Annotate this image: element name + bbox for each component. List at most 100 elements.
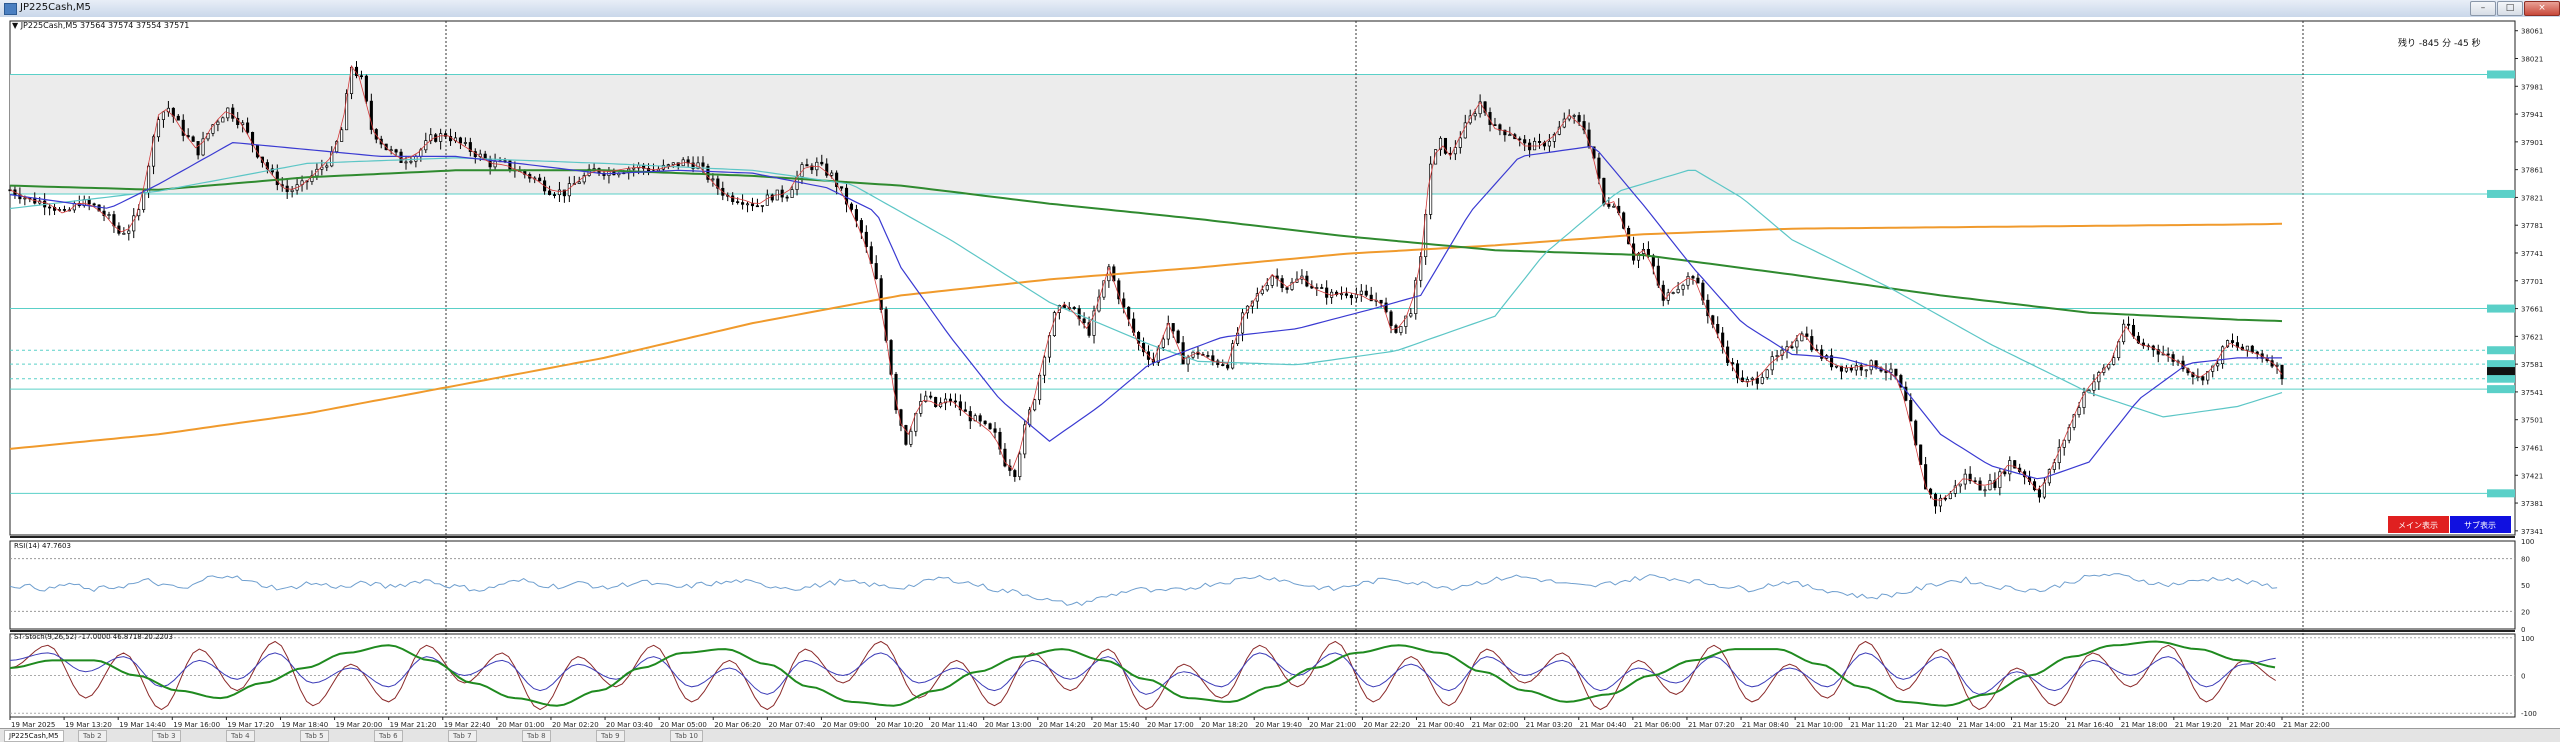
candle-body	[2013, 460, 2017, 469]
candle-body	[1072, 307, 1076, 309]
candle-body	[325, 165, 329, 168]
candle-body	[2127, 323, 2131, 326]
x-tick-label: 20 Mar 15:40	[1093, 721, 1140, 728]
candle-body	[1795, 340, 1799, 348]
candle-body	[2275, 364, 2279, 367]
candle-body	[1117, 280, 1121, 300]
candle-body	[290, 189, 294, 192]
sub-display-button-bg[interactable]	[2450, 516, 2511, 533]
candle-body	[211, 124, 215, 134]
maximize-button[interactable]: □	[2497, 1, 2523, 16]
level-tag	[2487, 360, 2515, 369]
candle-body	[701, 162, 705, 167]
candle-body	[2280, 364, 2284, 380]
chart-tab[interactable]: Tab 4	[226, 730, 255, 742]
candle-body	[1849, 367, 1853, 371]
y-tick-label: 37981	[2521, 83, 2543, 91]
main-display-button-label[interactable]: メイン表示	[2398, 520, 2438, 530]
main-display-button[interactable]: メイン表示	[2388, 516, 2449, 533]
candle-body	[691, 162, 695, 169]
candle-body	[1909, 400, 1913, 422]
candle-body	[1023, 424, 1027, 455]
ma-green-line	[9, 169, 2283, 323]
candle-body	[1731, 362, 1735, 365]
candle-body	[1958, 483, 1962, 487]
candle-body	[815, 161, 819, 171]
candle-body	[790, 189, 794, 199]
y-tick-label: 37661	[2521, 306, 2543, 314]
candle-body	[1780, 349, 1784, 356]
candle-body	[2117, 341, 2121, 359]
candle-body	[1161, 338, 1165, 348]
chart-tab[interactable]: Tab 7	[448, 730, 477, 742]
candle-body	[1800, 333, 1804, 342]
candle-body	[1231, 343, 1235, 369]
candle-body	[983, 420, 987, 425]
candle-body	[1384, 302, 1388, 313]
candle-body	[2082, 392, 2086, 408]
x-tick-label: 20 Mar 01:00	[498, 721, 545, 728]
chart-tab[interactable]: Tab 10	[670, 730, 703, 742]
candle-body	[1681, 284, 1685, 290]
candle-body	[2156, 349, 2160, 355]
x-tick-label: 19 Mar 17:20	[227, 721, 274, 728]
chart-tab[interactable]: Tab 2	[78, 730, 107, 742]
candle-body	[547, 190, 552, 195]
sub-display-button-label[interactable]: サブ表示	[2464, 520, 2496, 530]
candle-body	[830, 172, 834, 176]
candle-body	[671, 162, 675, 165]
chart-tab[interactable]: Tab 3	[152, 730, 181, 742]
chart-area[interactable]: 38061 38021 37981 37941 37901 37861 37821 37781…	[0, 17, 2560, 729]
candle-body	[2008, 460, 2012, 475]
rsi-tick-label: 50	[2521, 582, 2530, 590]
sub-display-button[interactable]: サブ表示	[2450, 516, 2511, 533]
candle-body	[1503, 129, 1507, 136]
candle-body	[1335, 291, 1339, 295]
candle-body	[196, 141, 200, 156]
candle-body	[409, 160, 413, 163]
candle-body	[176, 115, 180, 121]
candle-body	[2072, 414, 2076, 428]
rsi-pane-frame	[9, 540, 2516, 630]
candle-body	[706, 165, 710, 180]
candle-body	[1359, 290, 1363, 295]
candle-body	[1894, 368, 1898, 376]
candle-body	[750, 203, 755, 207]
candle-body	[2230, 340, 2235, 343]
candle-body	[1369, 294, 1373, 302]
candle-body	[1265, 285, 1269, 291]
candle-body	[869, 246, 873, 264]
candle-body	[567, 183, 571, 197]
chart-tab[interactable]: Tab 9	[596, 730, 625, 742]
chart-tab[interactable]: JP225Cash,M5	[4, 730, 64, 742]
candle-body	[1968, 473, 1972, 482]
candle-body	[221, 117, 225, 123]
candle-body	[156, 119, 161, 138]
x-tick-label: 21 Mar 02:00	[1472, 721, 1519, 728]
close-button[interactable]: ×	[2524, 1, 2560, 16]
chart-tab[interactable]: Tab 8	[522, 730, 551, 742]
candle-body	[884, 309, 888, 341]
window-titlebar: JP225Cash,M5 – □ ×	[0, 0, 2560, 18]
minimize-button[interactable]: –	[2470, 1, 2496, 16]
candle-body	[711, 178, 715, 181]
candle-body	[1988, 480, 1992, 491]
candle-body	[948, 398, 953, 402]
rsi-tick-label: 0	[2521, 626, 2525, 634]
x-tick-label: 21 Mar 03:20	[1526, 721, 1573, 728]
rsi-label: RSI(14) 47.7603	[14, 542, 71, 550]
candle-body	[1919, 444, 1923, 465]
main-display-button-bg[interactable]	[2388, 516, 2449, 533]
chart-tab-bar: JP225Cash,M5 Tab 2 Tab 3 Tab 4 Tab 5 Tab 6 Tab…	[0, 728, 2560, 742]
chart-tab[interactable]: Tab 6	[374, 730, 403, 742]
x-tick-label: 19 Mar 16:00	[173, 721, 220, 728]
candle-body	[2062, 439, 2066, 448]
candle-body	[849, 203, 854, 210]
chart-svg[interactable]: 38061 38021 37981 37941 37901 37861 37821 37781…	[0, 17, 2560, 729]
ma-fast-line	[9, 65, 2283, 501]
candle-body	[874, 263, 878, 280]
candle-body	[1122, 298, 1126, 308]
x-tick-label: 21 Mar 00:40	[1417, 721, 1464, 728]
chart-tab[interactable]: Tab 5	[300, 730, 329, 742]
candle-body	[1948, 493, 1952, 500]
